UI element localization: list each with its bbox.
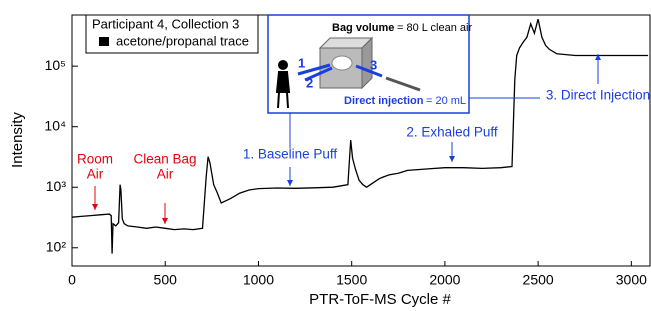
y-axis-label: Intensity — [9, 112, 26, 168]
step-1: 1 — [298, 55, 305, 70]
annotation: 2. Exhaled Puff — [406, 125, 498, 140]
x-axis-label: PTR-ToF-MS Cycle # — [309, 291, 451, 308]
annotation: Clean Bag — [133, 152, 196, 167]
arrow-head — [162, 218, 168, 224]
bag-label: Bag volume — [332, 22, 394, 34]
annotation: Air — [157, 167, 174, 182]
x-tick-label: 1000 — [243, 272, 274, 288]
person-head — [278, 60, 288, 70]
x-tick-label: 3000 — [616, 272, 647, 288]
inset: Bag volume = 80 L clean air 1 2 3 Direct… — [268, 15, 540, 148]
injection-text: = 20 mL — [426, 95, 466, 107]
x-tick-label: 500 — [154, 272, 178, 288]
x-tick-label: 2000 — [429, 272, 460, 288]
bag-text: = 80 L clean air — [397, 22, 472, 34]
y-tick-label: 10⁴ — [44, 117, 66, 133]
x-tick-label: 0 — [68, 272, 76, 288]
y-tick-label: 10³ — [46, 178, 67, 194]
arrow-head — [92, 204, 98, 210]
annotation: Room — [77, 152, 113, 167]
y-tick-label: 10⁵ — [45, 57, 66, 73]
chart: 0 500 1000 1500 2000 2500 3000 10² 10³ 10⁴ 10⁵ Room… — [0, 0, 651, 311]
annotation: Air — [87, 167, 104, 182]
annotation: 3. Direct Injection — [546, 88, 650, 103]
y-tick-label: 10² — [46, 238, 67, 254]
arrow-head — [287, 180, 293, 186]
arrow-head — [449, 156, 455, 162]
breath-cloud — [332, 56, 352, 70]
x-tick-label: 1500 — [336, 272, 367, 288]
injection-label: Direct injection — [344, 95, 424, 107]
step-3: 3 — [370, 57, 377, 72]
legend-title: Participant 4, Collection 3 — [92, 16, 239, 31]
legend-label: acetone/propanal trace — [116, 33, 249, 48]
annotation: 1. Baseline Puff — [243, 147, 338, 162]
step-2: 2 — [306, 75, 313, 90]
x-tick-label: 2500 — [523, 272, 554, 288]
legend-swatch — [99, 37, 109, 46]
